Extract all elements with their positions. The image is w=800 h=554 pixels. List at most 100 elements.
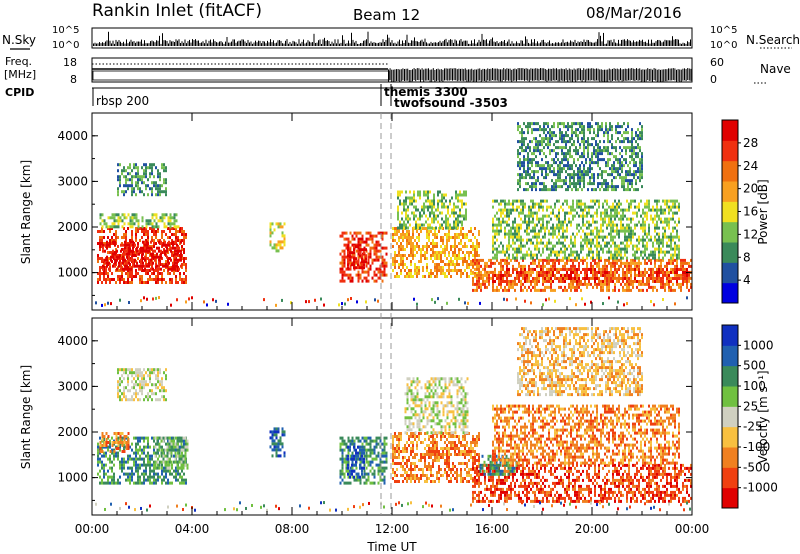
vel-patch-3 bbox=[117, 368, 167, 402]
power-colorbar-segment-2 bbox=[722, 242, 738, 263]
power-ytick-label-1: 2000 bbox=[57, 220, 88, 234]
vel-ytick-label-0: 1000 bbox=[57, 471, 88, 485]
power-colorbar-tick-4: 20 bbox=[743, 182, 758, 196]
power-y-ticks: 1000 2000 3000 4000 bbox=[57, 129, 692, 296]
nsky-tick-top: 10^5 bbox=[52, 25, 79, 36]
velocity-ylabel: Slant Range [km] bbox=[19, 365, 33, 469]
nave-tick-bottom: 0 bbox=[710, 73, 717, 86]
nsky-label: N.Sky bbox=[2, 33, 36, 47]
power-colorbar: 4 8 12 16 20 24 28 bbox=[721, 119, 758, 304]
power-colorbar-tick-5: 24 bbox=[743, 159, 758, 173]
cpid-entry-2: twofsound -3503 bbox=[394, 96, 508, 110]
vel-colorbar-tick-6: 500 bbox=[743, 359, 766, 373]
vel-colorbar-tick-7: 1000 bbox=[743, 338, 774, 352]
power-patch-2 bbox=[99, 213, 180, 229]
vel-patch-11 bbox=[492, 404, 680, 465]
mhz-label: [MHz] bbox=[4, 68, 36, 81]
velocity-heatmap bbox=[95, 327, 692, 512]
vel-patch-1 bbox=[99, 432, 130, 453]
vel-patch-2 bbox=[154, 436, 189, 470]
power-ylabel: Slant Range [km] bbox=[19, 160, 33, 264]
vel-ytick-label-3: 4000 bbox=[57, 334, 88, 348]
nsky-panel bbox=[91, 27, 693, 49]
vel-colorbar-segment-4 bbox=[722, 406, 738, 428]
freq-panel bbox=[91, 57, 693, 83]
power-patch-6 bbox=[347, 245, 367, 270]
nsky-ticks-left: 10^5 10^0 bbox=[52, 25, 79, 51]
vel-ytick-label-2: 3000 bbox=[57, 379, 88, 393]
vel-colorbar-tick-1: -500 bbox=[743, 460, 770, 474]
vel-colorbar-tick-4: 25 bbox=[743, 399, 758, 413]
vel-patch-9 bbox=[472, 463, 692, 503]
vel-colorbar-segment-3 bbox=[722, 426, 738, 448]
time-axis-label: Time UT bbox=[366, 540, 417, 554]
vel-patch-8 bbox=[404, 377, 469, 435]
xtick-label-1: 04:00 bbox=[175, 522, 210, 536]
power-colorbar-segment-3 bbox=[722, 221, 738, 243]
xtick-label-6: 00:00 bbox=[675, 522, 710, 536]
velocity-colorbar: -1000 -500 -100 -25 25 100 500 1000 bbox=[721, 324, 778, 509]
vel-patch-7 bbox=[392, 432, 480, 483]
xtick-label-0: 00:00 bbox=[75, 522, 110, 536]
power-patch-3 bbox=[117, 163, 167, 197]
power-patch-10 bbox=[492, 268, 688, 283]
power-colorbar-tick-3: 16 bbox=[743, 205, 758, 219]
date-label: 08/Mar/2016 bbox=[586, 4, 682, 22]
power-patch-12 bbox=[517, 122, 643, 192]
nsearch-tick-top: 10^5 bbox=[710, 25, 737, 36]
power-patch-7 bbox=[392, 227, 480, 278]
nsky-trace bbox=[93, 31, 691, 46]
cpid-label: CPID bbox=[5, 86, 34, 99]
power-ytick-label-3: 4000 bbox=[57, 129, 88, 143]
freq-tick-top: 18 bbox=[63, 56, 77, 69]
power-colorbar-label: Power [dB] bbox=[756, 179, 770, 244]
freq-tick-bottom: 8 bbox=[70, 73, 77, 86]
vel-colorbar-segment-7 bbox=[722, 345, 738, 367]
vel-patch-6 bbox=[347, 445, 365, 479]
vel-colorbar-segment-5 bbox=[722, 386, 738, 407]
vel-colorbar-frame bbox=[721, 324, 739, 509]
power-patch-4 bbox=[269, 222, 286, 253]
xtick-label-5: 20:00 bbox=[575, 522, 610, 536]
power-colorbar-segment-7 bbox=[722, 140, 738, 162]
power-colorbar-tick-2: 12 bbox=[743, 227, 758, 241]
cpid-entry-1: themis 3300 bbox=[384, 85, 468, 99]
vel-colorbar-segment-0 bbox=[722, 487, 738, 509]
nsearch-label: N.Search bbox=[746, 33, 800, 47]
power-patch-1 bbox=[102, 240, 182, 271]
power-colorbar-tick-1: 8 bbox=[743, 250, 751, 264]
nave-trace bbox=[92, 68, 692, 82]
nave-label: Nave bbox=[760, 62, 791, 76]
nave-tick-top: 60 bbox=[710, 56, 724, 69]
velocity-y-ticks: 1000 2000 3000 4000 bbox=[57, 334, 692, 501]
vel-colorbar-segment-6 bbox=[722, 365, 738, 387]
power-colorbar-segment-5 bbox=[722, 181, 738, 202]
power-colorbar-segment-1 bbox=[722, 262, 738, 284]
figure-title: Rankin Inlet (fitACF) bbox=[92, 1, 262, 21]
power-patch-5 bbox=[339, 231, 388, 283]
vel-colorbar-tick-2: -100 bbox=[743, 440, 770, 454]
vel-colorbar-segment-1 bbox=[722, 467, 738, 489]
power-patch-8 bbox=[397, 190, 467, 230]
vel-colorbar-segment-8 bbox=[722, 325, 738, 346]
power-near-range-speckle bbox=[95, 296, 688, 307]
power-colorbar-segment-8 bbox=[722, 120, 738, 141]
xtick-label-4: 16:00 bbox=[475, 522, 510, 536]
time-axis: 00:00 04:00 08:00 12:00 16:00 20:00 00:00 bbox=[75, 113, 710, 536]
cpid-entry-0: rbsp 200 bbox=[96, 94, 149, 108]
power-colorbar-tick-6: 28 bbox=[743, 136, 758, 150]
power-ytick-label-2: 3000 bbox=[57, 174, 88, 188]
vel-patch-12 bbox=[517, 327, 643, 397]
vel-ytick-label-1: 2000 bbox=[57, 425, 88, 439]
velocity-colorbar-label: Velocity [m s⁻¹] bbox=[756, 370, 770, 463]
nsearch-tick-bottom: 10^0 bbox=[710, 40, 737, 51]
power-patch-11 bbox=[492, 199, 680, 260]
power-heatmap bbox=[95, 122, 692, 307]
power-colorbar-segment-0 bbox=[722, 282, 738, 304]
vel-colorbar-tick-3: -25 bbox=[743, 420, 763, 434]
beam-label: Beam 12 bbox=[353, 6, 420, 24]
xtick-label-2: 08:00 bbox=[275, 522, 310, 536]
freq-label: Freq. bbox=[5, 55, 32, 68]
vel-patch-4 bbox=[269, 427, 286, 458]
